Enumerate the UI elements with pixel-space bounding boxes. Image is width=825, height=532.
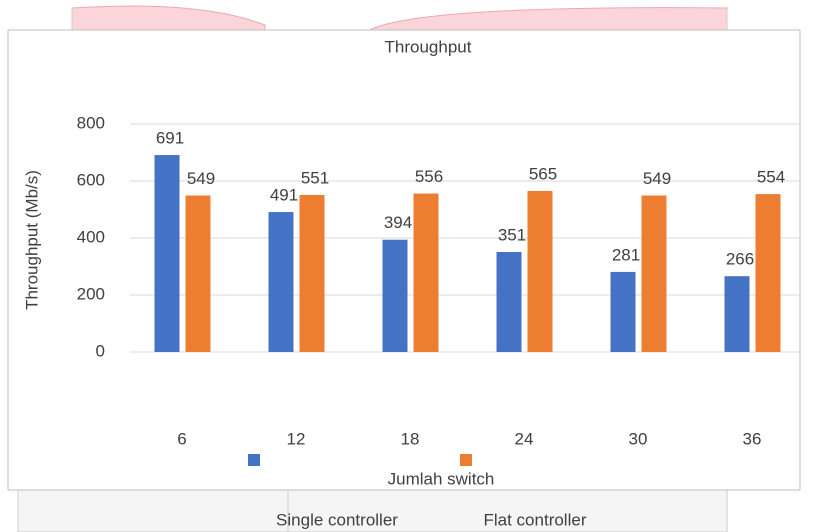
- bar: [610, 271, 636, 352]
- bar: [299, 194, 325, 352]
- bar: [755, 194, 781, 352]
- legend-marker: [248, 454, 260, 466]
- y-tick-label: 0: [96, 341, 105, 360]
- data-label: 491: [270, 186, 298, 205]
- data-label: 549: [187, 169, 215, 188]
- y-tick-label: 400: [77, 227, 105, 246]
- y-axis-label: Throughput (Mb/s): [22, 170, 41, 310]
- y-tick-label: 800: [77, 113, 105, 132]
- bar: [496, 251, 522, 352]
- bar: [724, 276, 750, 352]
- data-label: 394: [384, 213, 412, 232]
- x-tick-label: 30: [629, 429, 648, 448]
- x-tick-label: 18: [401, 429, 420, 448]
- x-tick-label: 36: [743, 429, 762, 448]
- legend-marker: [460, 454, 472, 466]
- bar: [154, 155, 180, 352]
- decoration: [71, 5, 728, 31]
- data-label: 551: [301, 168, 329, 187]
- bar: [527, 190, 553, 352]
- chart-title: Throughput: [385, 37, 472, 56]
- data-label: 554: [757, 168, 785, 187]
- data-label: 281: [612, 245, 640, 264]
- legend-box: [17, 489, 728, 532]
- y-tick-label: 200: [77, 284, 105, 303]
- x-tick-label: 24: [515, 429, 534, 448]
- bar: [413, 193, 439, 352]
- bar: [641, 195, 667, 352]
- data-label: 691: [156, 129, 184, 148]
- legend-label: Flat controller: [484, 510, 587, 529]
- bar: [268, 212, 294, 352]
- data-label: 556: [415, 167, 443, 186]
- x-tick-label: 6: [177, 429, 186, 448]
- y-tick-label: 600: [77, 170, 105, 189]
- legend-label: Single controller: [276, 510, 398, 529]
- bar: [382, 239, 408, 352]
- data-label: 351: [498, 225, 526, 244]
- data-label: 549: [643, 169, 671, 188]
- x-axis-label: Jumlah switch: [388, 469, 495, 488]
- bar: [185, 195, 211, 352]
- data-label: 565: [529, 164, 557, 183]
- data-label: 266: [726, 250, 754, 269]
- x-tick-label: 12: [287, 429, 306, 448]
